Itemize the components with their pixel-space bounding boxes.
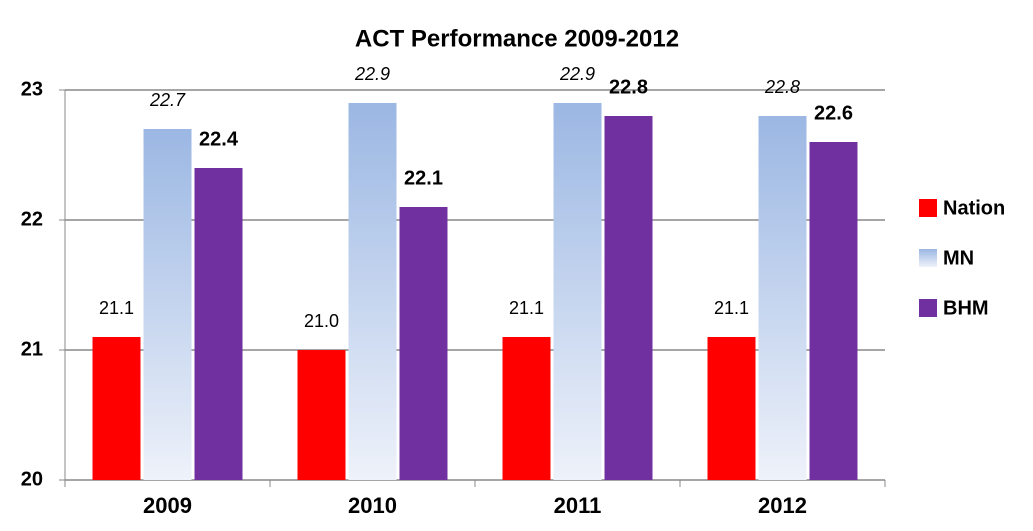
value-label: 22.8 [609,76,648,98]
bar [604,116,653,480]
legend-swatch [919,249,937,267]
legend-swatch [919,299,937,317]
bar [143,129,192,480]
value-label: 22.6 [814,102,853,124]
bar [553,103,602,480]
chart-title: ACT Performance 2009-2012 [355,25,679,52]
value-label: 21.0 [304,311,339,331]
y-tick-label: 22 [21,208,43,230]
legend-swatch [919,199,937,217]
bar [809,142,858,480]
value-label: 22.7 [149,90,186,110]
value-label: 22.8 [764,77,800,97]
bar [399,207,448,480]
x-tick-label: 2009 [143,493,192,518]
legend-label: MN [943,247,974,269]
value-label: 22.4 [199,128,239,150]
value-label: 22.9 [559,64,595,84]
value-label: 21.1 [714,298,749,318]
bar [707,337,756,480]
x-tick-label: 2012 [758,493,807,518]
value-label: 21.1 [99,298,134,318]
value-label: 22.1 [404,167,443,189]
y-tick-label: 21 [21,338,43,360]
bar [348,103,397,480]
bar [92,337,141,480]
legend-label: BHM [943,297,989,319]
bar [194,168,243,480]
x-tick-label: 2011 [554,493,602,518]
x-tick-label: 2010 [348,493,397,518]
bar [502,337,551,480]
bar [758,116,807,480]
bar [297,350,346,480]
value-label: 21.1 [509,298,544,318]
y-tick-label: 23 [21,78,43,100]
y-tick-label: 20 [21,468,43,490]
legend-label: Nation [943,197,1005,219]
value-label: 22.9 [354,64,390,84]
